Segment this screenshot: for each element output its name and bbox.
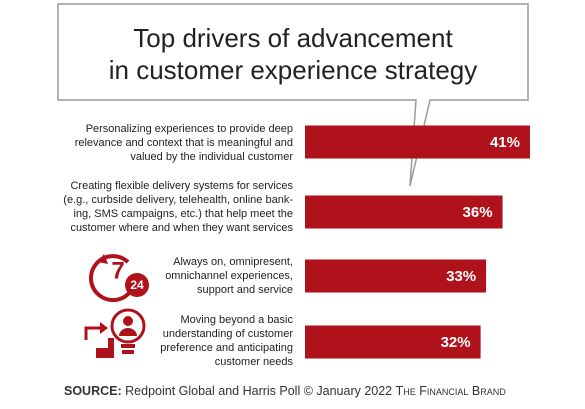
category-label: Creating flexible delivery systems for s… — [70, 180, 293, 192]
category-label: Moving beyond a basic — [180, 314, 293, 326]
source-text: Redpoint Global and Harris Poll © Januar… — [125, 384, 392, 398]
category-label: customer needs — [215, 356, 294, 368]
value-label: 33% — [446, 268, 476, 285]
category-label: (e.g., curbside delivery, telehealth, on… — [63, 194, 293, 206]
bar — [305, 325, 481, 359]
category-label: support and service — [197, 284, 293, 296]
category-label: understanding of customer — [163, 328, 294, 340]
chart-title: in customer experience strategy — [109, 55, 478, 85]
category-label: valued by the individual customer — [130, 151, 293, 163]
category-label: omnichannel experiences, — [165, 270, 293, 282]
category-label: customer where and when they want servic… — [70, 222, 293, 234]
category-label: Personalizing experiences to provide dee… — [86, 123, 293, 135]
icon-growth — [80, 308, 146, 358]
source-label: SOURCE: — [64, 384, 122, 398]
brand: The Financial Brand — [396, 384, 507, 398]
value-label: 32% — [441, 334, 471, 351]
bar — [305, 195, 503, 229]
value-label: 36% — [463, 204, 493, 221]
icon-text: 24 — [130, 278, 144, 292]
category-label: preference and anticipating — [160, 342, 293, 354]
category-label: relevance and context that is meaningful… — [75, 137, 293, 149]
bar — [305, 259, 487, 293]
icon-24-7: 7 24 — [88, 254, 149, 303]
category-label: Always on, omnipresent, — [173, 256, 293, 268]
category-label: ing, SMS campaigns, etc.) that help meet… — [73, 208, 293, 220]
value-label: 41% — [490, 134, 520, 151]
source: SOURCE: Redpoint Global and Harris Poll … — [64, 384, 506, 398]
chart-title: Top drivers of advancement — [133, 23, 453, 53]
icon-text: 7 — [111, 257, 124, 284]
bar — [305, 125, 530, 159]
